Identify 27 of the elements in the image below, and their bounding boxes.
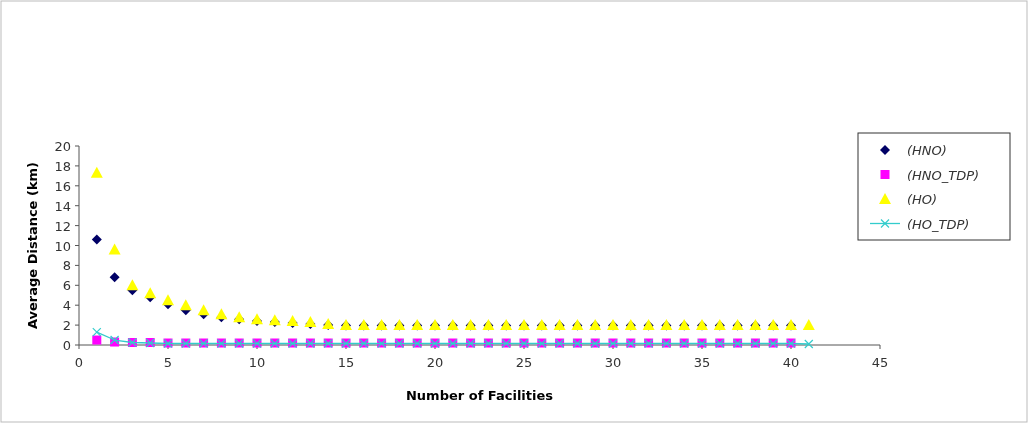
legend-label: (HO_TDP): [907, 216, 970, 232]
x-tick-label: 10: [248, 355, 266, 370]
y-tick-label: 8: [62, 258, 71, 274]
legend-label: (HNO): [907, 143, 947, 158]
y-axis-title: Average Distance (km): [25, 161, 40, 330]
x-tick-label: 45: [871, 355, 889, 370]
x-axis-title: Number of Facilities: [405, 388, 554, 403]
y-tick-label: 18: [54, 158, 71, 174]
y-tick-label: 20: [54, 139, 71, 154]
x-tick-label: 5: [163, 355, 173, 370]
legend-label: (HNO_TDP): [907, 167, 980, 183]
legend-label: (HO): [907, 192, 938, 207]
x-tick-label: 20: [426, 355, 444, 370]
y-tick-label: 16: [54, 178, 71, 194]
x-tick-label: 25: [515, 355, 533, 370]
y-tick-label: 10: [54, 238, 71, 254]
y-tick-label: 2: [62, 318, 71, 334]
y-tick-label: 14: [54, 198, 71, 214]
x-tick-label: 40: [782, 355, 800, 370]
x-tick-label: 0: [74, 355, 84, 370]
x-tick-label: 35: [693, 355, 711, 370]
y-tick-label: 0: [62, 338, 71, 353]
x-tick-label: 15: [337, 355, 355, 370]
y-tick-label: 6: [62, 278, 71, 294]
x-tick-label: 30: [604, 355, 622, 370]
y-tick-label: 4: [62, 298, 71, 314]
y-tick-label: 12: [54, 218, 71, 234]
